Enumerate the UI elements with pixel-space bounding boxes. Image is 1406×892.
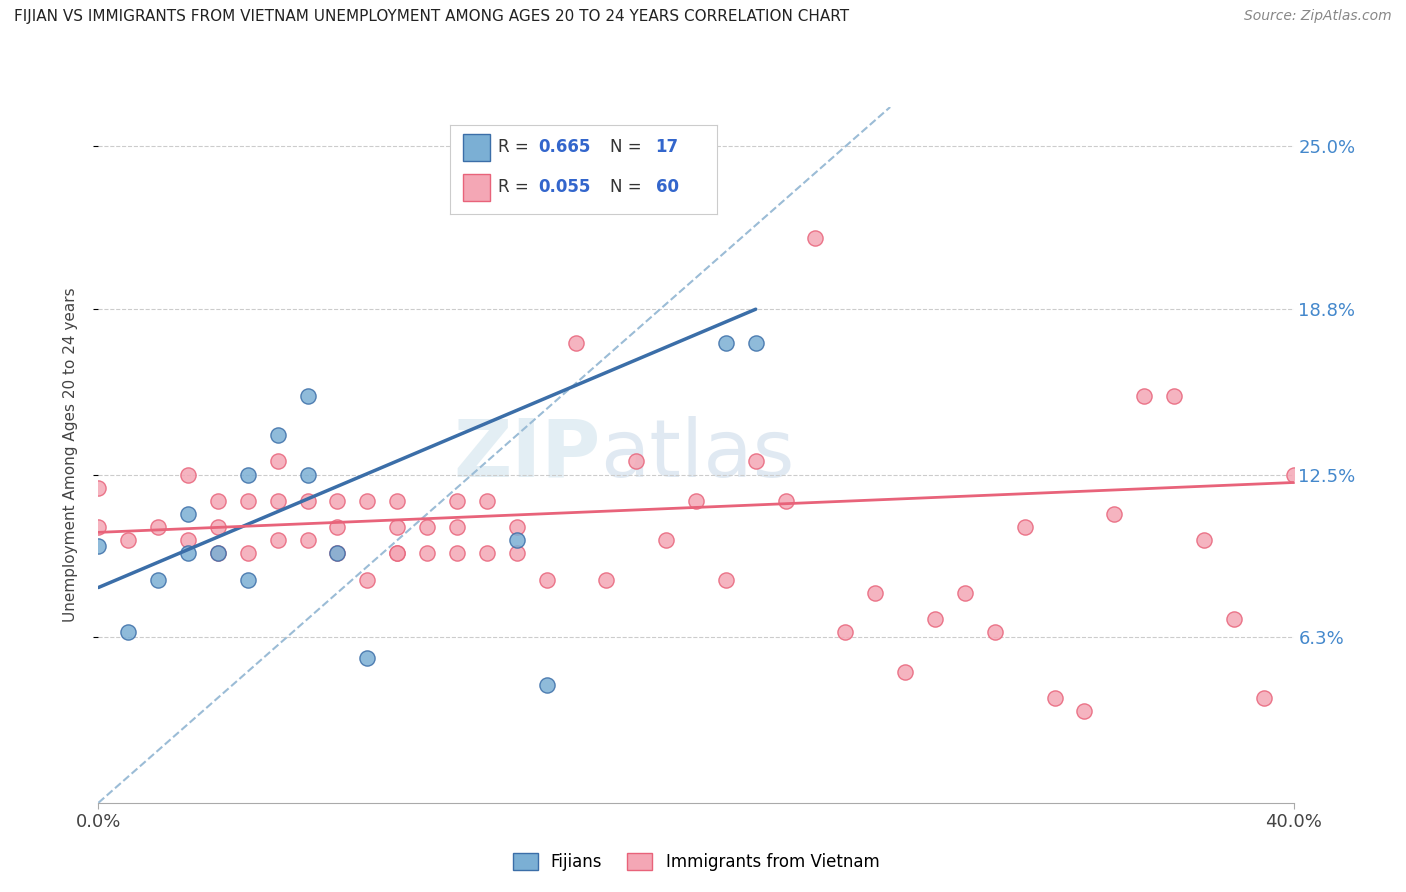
Point bbox=[565, 336, 588, 351]
Text: atlas: atlas bbox=[600, 416, 794, 494]
Text: R =: R = bbox=[498, 178, 534, 196]
Point bbox=[1253, 690, 1275, 705]
Point bbox=[236, 546, 259, 560]
Point bbox=[536, 573, 558, 587]
Point bbox=[207, 494, 229, 508]
Point bbox=[953, 586, 976, 600]
Point bbox=[745, 336, 768, 351]
Point bbox=[297, 467, 319, 482]
Point bbox=[1163, 389, 1185, 403]
Text: 60: 60 bbox=[655, 178, 679, 196]
Point bbox=[207, 546, 229, 560]
Point bbox=[385, 546, 409, 560]
Text: 0.665: 0.665 bbox=[538, 137, 591, 156]
Point bbox=[297, 389, 319, 403]
Point bbox=[326, 520, 349, 534]
Point bbox=[356, 573, 378, 587]
Text: ZIP: ZIP bbox=[453, 416, 600, 494]
Point bbox=[1192, 533, 1215, 548]
Point bbox=[475, 494, 498, 508]
Point bbox=[595, 573, 617, 587]
Point bbox=[267, 533, 290, 548]
Point bbox=[148, 573, 170, 587]
Point bbox=[117, 625, 139, 640]
Point bbox=[356, 651, 378, 665]
Point bbox=[385, 494, 409, 508]
Point bbox=[1133, 389, 1156, 403]
Point bbox=[446, 546, 468, 560]
Point bbox=[1073, 704, 1095, 718]
Point bbox=[416, 546, 439, 560]
Point bbox=[267, 428, 290, 442]
Text: FIJIAN VS IMMIGRANTS FROM VIETNAM UNEMPLOYMENT AMONG AGES 20 TO 24 YEARS CORRELA: FIJIAN VS IMMIGRANTS FROM VIETNAM UNEMPL… bbox=[14, 9, 849, 24]
Point bbox=[177, 507, 200, 521]
Point bbox=[804, 231, 827, 245]
Point bbox=[475, 546, 498, 560]
Point bbox=[207, 520, 229, 534]
Point bbox=[506, 533, 529, 548]
Point bbox=[236, 494, 259, 508]
Point bbox=[446, 494, 468, 508]
Point bbox=[865, 586, 887, 600]
Point bbox=[894, 665, 917, 679]
Text: 17: 17 bbox=[655, 137, 679, 156]
Text: N =: N = bbox=[610, 178, 647, 196]
Point bbox=[1104, 507, 1126, 521]
Point bbox=[536, 678, 558, 692]
Point bbox=[117, 533, 139, 548]
Point bbox=[236, 573, 259, 587]
Point bbox=[714, 573, 737, 587]
Bar bbox=[464, 134, 491, 161]
Point bbox=[626, 454, 648, 468]
Point bbox=[775, 494, 797, 508]
Point bbox=[446, 520, 468, 534]
Point bbox=[1282, 467, 1305, 482]
Point bbox=[148, 520, 170, 534]
Point bbox=[236, 467, 259, 482]
Point bbox=[655, 533, 678, 548]
Point bbox=[87, 520, 110, 534]
Point bbox=[1014, 520, 1036, 534]
Text: Source: ZipAtlas.com: Source: ZipAtlas.com bbox=[1244, 9, 1392, 23]
Point bbox=[685, 494, 707, 508]
Point bbox=[326, 494, 349, 508]
Point bbox=[1043, 690, 1066, 705]
Bar bbox=[464, 174, 491, 201]
Point bbox=[385, 546, 409, 560]
Point bbox=[267, 454, 290, 468]
Point bbox=[267, 494, 290, 508]
Text: 0.055: 0.055 bbox=[538, 178, 591, 196]
Point bbox=[87, 539, 110, 553]
Point bbox=[416, 520, 439, 534]
Point bbox=[177, 546, 200, 560]
Point bbox=[297, 533, 319, 548]
Point bbox=[326, 546, 349, 560]
Point bbox=[745, 454, 768, 468]
Text: N =: N = bbox=[610, 137, 647, 156]
Point bbox=[984, 625, 1007, 640]
Point bbox=[1223, 612, 1246, 626]
Point bbox=[714, 336, 737, 351]
Text: R =: R = bbox=[498, 137, 534, 156]
Point bbox=[356, 494, 378, 508]
Point bbox=[506, 546, 529, 560]
Point bbox=[834, 625, 856, 640]
Point bbox=[297, 494, 319, 508]
Point bbox=[207, 546, 229, 560]
Point bbox=[924, 612, 946, 626]
Point bbox=[326, 546, 349, 560]
Point bbox=[177, 533, 200, 548]
Point bbox=[177, 467, 200, 482]
Point bbox=[385, 520, 409, 534]
Point bbox=[506, 520, 529, 534]
Legend: Fijians, Immigrants from Vietnam: Fijians, Immigrants from Vietnam bbox=[506, 847, 886, 878]
Point bbox=[87, 481, 110, 495]
Y-axis label: Unemployment Among Ages 20 to 24 years: Unemployment Among Ages 20 to 24 years bbox=[63, 287, 77, 623]
